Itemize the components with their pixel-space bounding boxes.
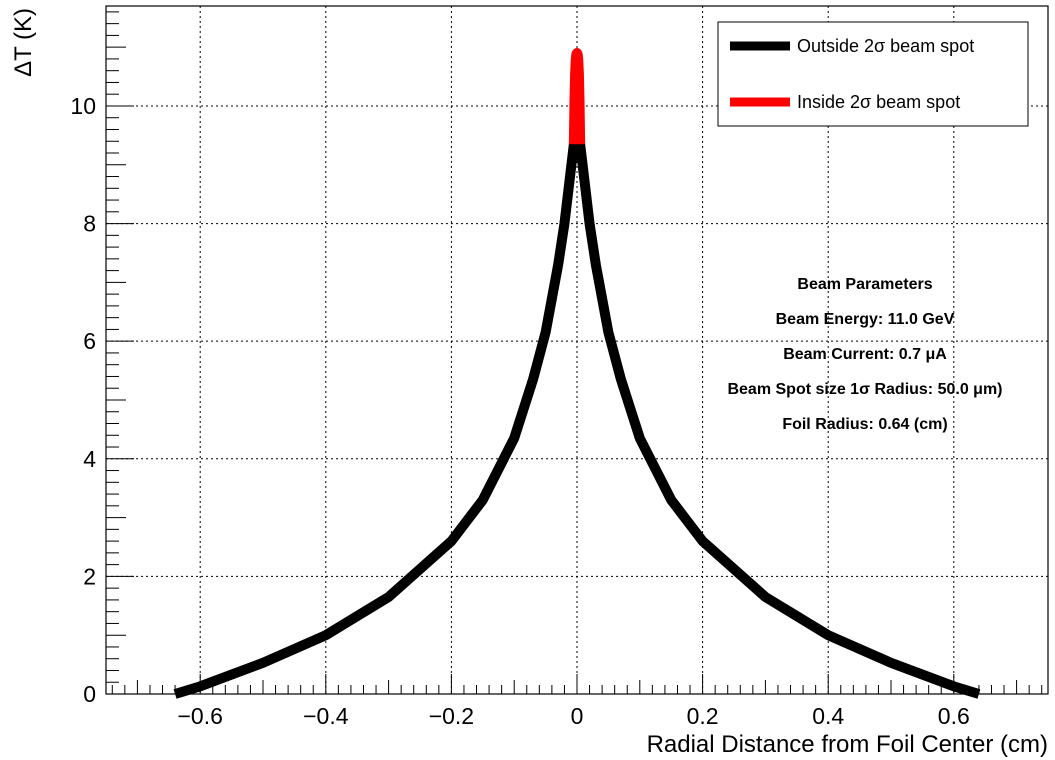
legend-label-inside: Inside 2σ beam spot	[797, 92, 960, 112]
x-tick-label: 0.2	[687, 703, 719, 729]
y-tick-label: 10	[70, 93, 96, 119]
beam-current-text: Beam Current: 0.7 μA	[783, 346, 947, 363]
beam-spot-size-text: Beam Spot size 1σ Radius: 50.0 μm)	[727, 381, 1002, 398]
legend-label-outside: Outside 2σ beam spot	[797, 36, 974, 56]
y-axis-title: ΔT (K)	[10, 8, 37, 77]
beam-energy-text: Beam Energy: 11.0 GeV	[776, 311, 955, 328]
axis-ticks: −0.6 −0.4 −0.2 0 0.2 0.4 0.6 0 2 4 6 8 10	[70, 11, 1043, 729]
y-tick-label: 4	[83, 446, 96, 472]
x-tick-label: 0	[571, 703, 584, 729]
series-layer	[173, 48, 981, 699]
beam-parameters-title: Beam Parameters	[797, 276, 932, 293]
series-inside-line	[568, 48, 586, 145]
x-tick-label: 0.6	[938, 703, 970, 729]
x-tick-label: −0.4	[303, 703, 349, 729]
x-tick-label: −0.6	[177, 703, 222, 729]
y-tick-label: 8	[83, 211, 96, 237]
y-tick-label: 0	[83, 681, 96, 707]
x-axis-title: Radial Distance from Foil Center (cm)	[647, 731, 1048, 758]
legend: Outside 2σ beam spot Inside 2σ beam spot	[717, 21, 1029, 127]
x-tick-label: −0.2	[429, 703, 474, 729]
y-tick-label: 6	[83, 328, 96, 354]
beam-parameters-annotation: Beam Parameters Beam Energy: 11.0 GeV Be…	[727, 276, 1002, 433]
foil-radius-text: Foil Radius: 0.64 (cm)	[782, 416, 947, 433]
x-tick-label: 0.4	[812, 703, 844, 729]
y-tick-label: 2	[83, 563, 96, 589]
legend-box	[717, 21, 1029, 127]
